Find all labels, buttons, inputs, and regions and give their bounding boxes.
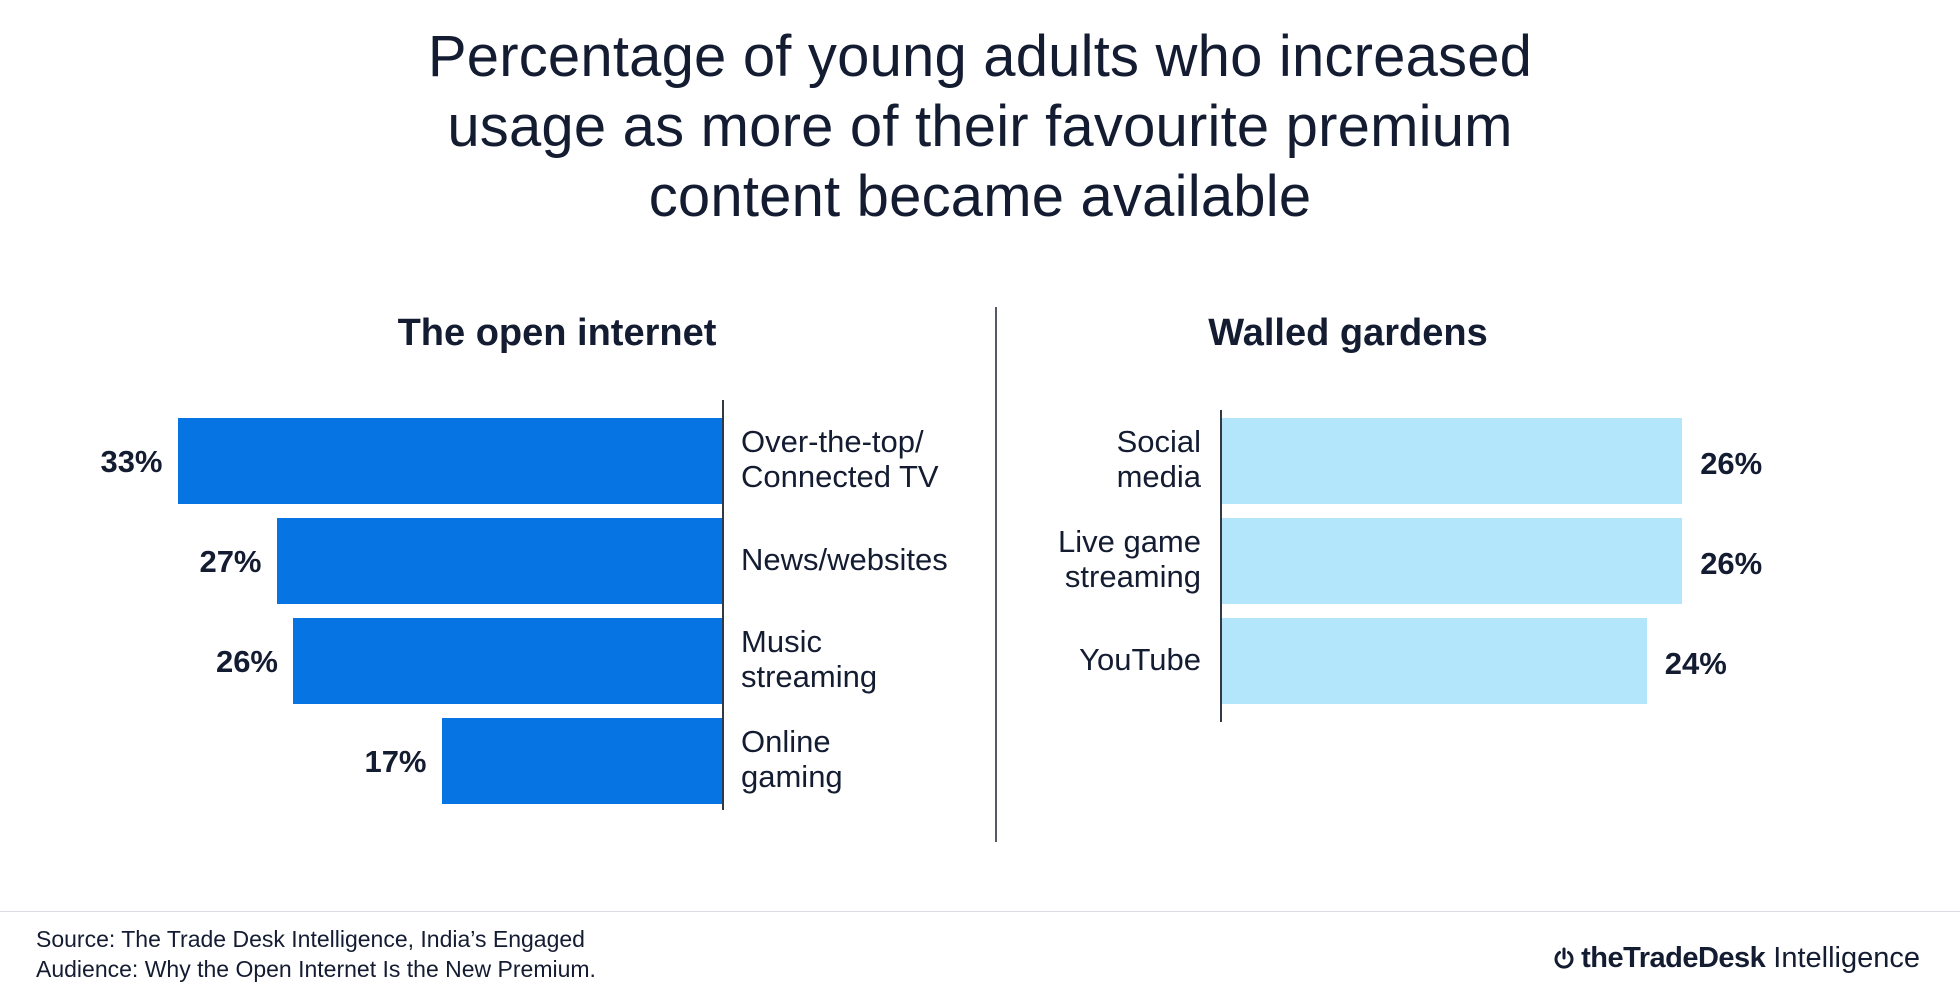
bar-open-internet: [293, 618, 722, 704]
bar-open-internet: [441, 718, 722, 804]
value-label: 26%: [1700, 446, 1763, 481]
value-label: 26%: [1700, 546, 1763, 581]
walled-gardens-title: Walled gardens: [1208, 312, 1488, 354]
bar-open-internet: [177, 418, 722, 504]
source-note: Source: The Trade Desk Intelligence, Ind…: [36, 926, 596, 982]
value-label: 24%: [1664, 646, 1727, 681]
bar-walled-gardens: [1222, 518, 1683, 604]
category-label: YouTube: [1079, 641, 1201, 677]
power-logo-icon: [1554, 947, 1574, 969]
walled-gardens-axis: [1220, 410, 1222, 722]
title-line-1: Percentage of young adults who increased: [427, 24, 1533, 89]
title-line-3: content became available: [648, 164, 1312, 229]
brand-logo: theTradeDesk Intelligence: [1553, 940, 1920, 976]
category-label: Music streaming: [741, 624, 878, 694]
brand-sub: Intelligence: [1773, 942, 1920, 974]
value-label: 27%: [199, 544, 262, 579]
bar-walled-gardens: [1222, 618, 1647, 704]
value-label: 26%: [215, 644, 278, 679]
panel-divider: [995, 307, 997, 842]
open-internet-axis: [722, 400, 724, 810]
open-internet-title: The open internet: [397, 312, 717, 354]
value-label: 33%: [100, 444, 163, 479]
category-label: Online gaming: [741, 724, 843, 794]
bar-walled-gardens: [1222, 418, 1683, 504]
value-label: 17%: [364, 744, 427, 779]
category-label: Social media: [1116, 424, 1201, 494]
title-line-2: usage as more of their favourite premium: [447, 94, 1513, 159]
category-label: Over-the-top/ Connected TV: [741, 424, 939, 494]
footer-divider: [0, 911, 1960, 912]
category-label: Live game streaming: [1057, 524, 1201, 594]
category-label: News/websites: [741, 541, 948, 577]
bar-open-internet: [276, 518, 722, 604]
brand-name: theTradeDesk: [1581, 942, 1766, 974]
chart-title: Percentage of young adults who increased…: [0, 22, 1960, 232]
